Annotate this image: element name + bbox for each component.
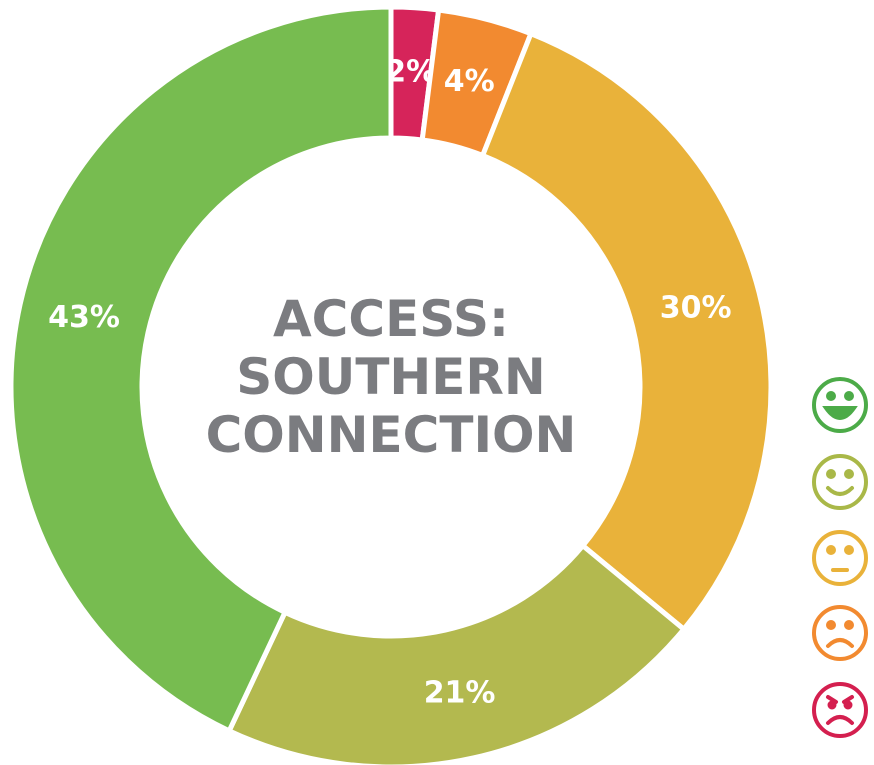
legend-icon: [812, 605, 868, 661]
legend-icon: [812, 682, 868, 738]
slice: [8, 4, 394, 735]
chart-title: ACCESS: SOUTHERN CONNECTION: [205, 290, 577, 464]
slice: [225, 542, 688, 765]
value-label: 43%: [48, 300, 120, 335]
value-label: 30%: [660, 290, 732, 325]
legend: [812, 377, 868, 738]
slice: [479, 30, 774, 633]
legend-icon: [812, 377, 868, 433]
legend-icon: [812, 530, 868, 586]
value-label: 21%: [424, 675, 496, 710]
legend-icon: [812, 454, 868, 510]
value-label: 4%: [444, 64, 495, 99]
